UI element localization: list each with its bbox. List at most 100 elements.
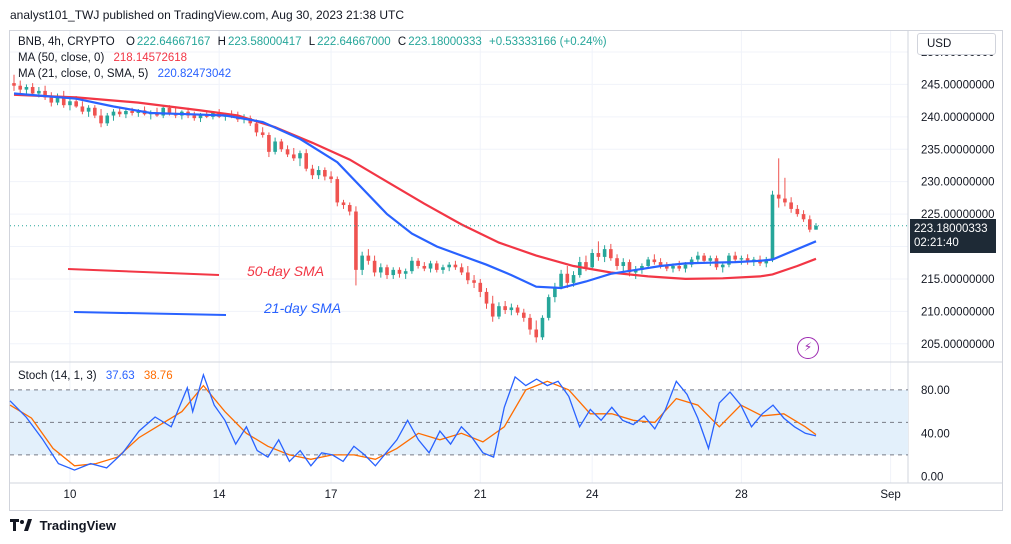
candle-body	[609, 249, 613, 259]
candle-body	[447, 264, 451, 268]
candle-body	[689, 259, 694, 265]
candle-body	[658, 262, 663, 266]
candle-body	[254, 123, 259, 133]
last-price: 223.18000333	[914, 223, 988, 235]
candle-body	[801, 214, 806, 220]
time-tick-label: 24	[586, 489, 599, 501]
candle-body	[18, 85, 23, 90]
currency-button[interactable]: USD	[917, 33, 996, 55]
time-tick-label: 28	[735, 489, 748, 501]
candle-body	[745, 258, 750, 263]
stoch-k-line	[9, 372, 817, 471]
candle-body	[783, 198, 787, 203]
candle-body	[708, 258, 713, 261]
ohlc-close: 223.18000333	[408, 36, 482, 48]
candle-body	[124, 111, 128, 115]
candle-body	[279, 141, 284, 150]
price-tick-label: 240.00000000	[921, 112, 995, 124]
chart-frame	[9, 30, 1003, 511]
candle-body	[273, 141, 277, 152]
candle-body	[192, 115, 197, 119]
candle-body	[459, 267, 464, 273]
candle-body	[30, 87, 35, 94]
symbol-name: BNB, 4h, CRYPTO	[18, 36, 115, 48]
candle-body	[61, 96, 66, 106]
time-tick-label: Sep	[880, 489, 900, 501]
candle-body	[484, 291, 489, 304]
candle-body	[571, 275, 576, 283]
candle-body	[602, 249, 607, 257]
candle-body	[720, 264, 725, 268]
candle-body	[521, 312, 526, 318]
stoch-tick-label: 40.00	[921, 428, 950, 440]
price-tick-label: 205.00000000	[921, 339, 995, 351]
ma21-legend: MA (21, close, 0, SMA, 5) 220.82473042	[18, 68, 231, 80]
candle-body	[329, 176, 333, 180]
ma50-value: 218.14572618	[113, 52, 188, 64]
candle-body	[441, 267, 445, 270]
brand-name: TradingView	[39, 518, 116, 533]
price-tick-label: 225.00000000	[921, 209, 995, 221]
time-tick-label: 14	[213, 489, 226, 501]
candle-body	[167, 107, 172, 113]
candle-body	[814, 225, 818, 230]
candle-body	[584, 262, 588, 268]
candle-body	[770, 194, 775, 260]
candle-body	[553, 286, 557, 298]
candle-body	[105, 115, 110, 124]
bar-countdown: 02:21:40	[914, 237, 959, 249]
candle-body	[434, 263, 439, 270]
price-tick-label: 215.00000000	[921, 274, 995, 286]
candle-body	[727, 255, 731, 265]
ma50-label: MA (50, close, 0)	[18, 52, 105, 64]
candle-body	[509, 307, 514, 311]
candle-body	[304, 153, 309, 169]
candle-body	[664, 265, 669, 269]
lightning-icon[interactable]: ⚡	[797, 337, 819, 359]
stoch-d-value: 38.76	[143, 370, 173, 382]
candle-body	[416, 260, 420, 266]
candle-body	[397, 269, 402, 274]
candle-body	[267, 134, 271, 152]
stoch-k-value: 37.63	[105, 370, 135, 382]
candle-body	[298, 153, 302, 159]
candle-body	[316, 170, 321, 176]
brand-footer: TradingView	[10, 518, 116, 534]
candle-body	[646, 259, 650, 266]
candle-body	[733, 255, 737, 260]
annotation-sma50-line	[67, 268, 220, 276]
candle-body	[453, 264, 458, 268]
candle-body	[37, 90, 41, 94]
price-tick-label: 210.00000000	[921, 306, 995, 318]
candle-body	[596, 253, 601, 257]
ohlc-low-label: L	[308, 36, 316, 48]
candle-body	[528, 317, 532, 330]
ma21-value: 220.82473042	[157, 68, 232, 80]
annotation-sma21-line	[73, 311, 227, 316]
candle-body	[198, 114, 203, 119]
candle-body	[161, 107, 166, 116]
candle-body	[391, 269, 396, 276]
candle-body	[260, 132, 265, 135]
candle-body	[323, 170, 327, 177]
candle-body	[795, 208, 800, 215]
publish-bar: analyst101_TWJ published on TradingView.…	[0, 0, 1011, 30]
candle-body	[379, 267, 383, 273]
candle-body	[93, 107, 97, 116]
price-tick-label: 245.00000000	[921, 79, 995, 91]
candle-body	[310, 168, 315, 176]
candle-body	[347, 205, 352, 212]
candle-body	[503, 306, 507, 311]
stoch-legend: Stoch (14, 1, 3) 37.63 38.76	[18, 370, 173, 382]
stoch-label: Stoch (14, 1, 3)	[18, 370, 97, 382]
candle-body	[478, 282, 483, 292]
candle-body	[466, 272, 470, 281]
time-tick-label: 21	[474, 489, 487, 501]
candle-body	[577, 262, 582, 276]
candle-body	[291, 154, 296, 159]
annotation-sma21: 21-day SMA	[264, 300, 342, 316]
candle-body	[590, 253, 594, 268]
ma50-line	[13, 93, 817, 281]
ohlc-low: 222.64667000	[317, 36, 391, 48]
